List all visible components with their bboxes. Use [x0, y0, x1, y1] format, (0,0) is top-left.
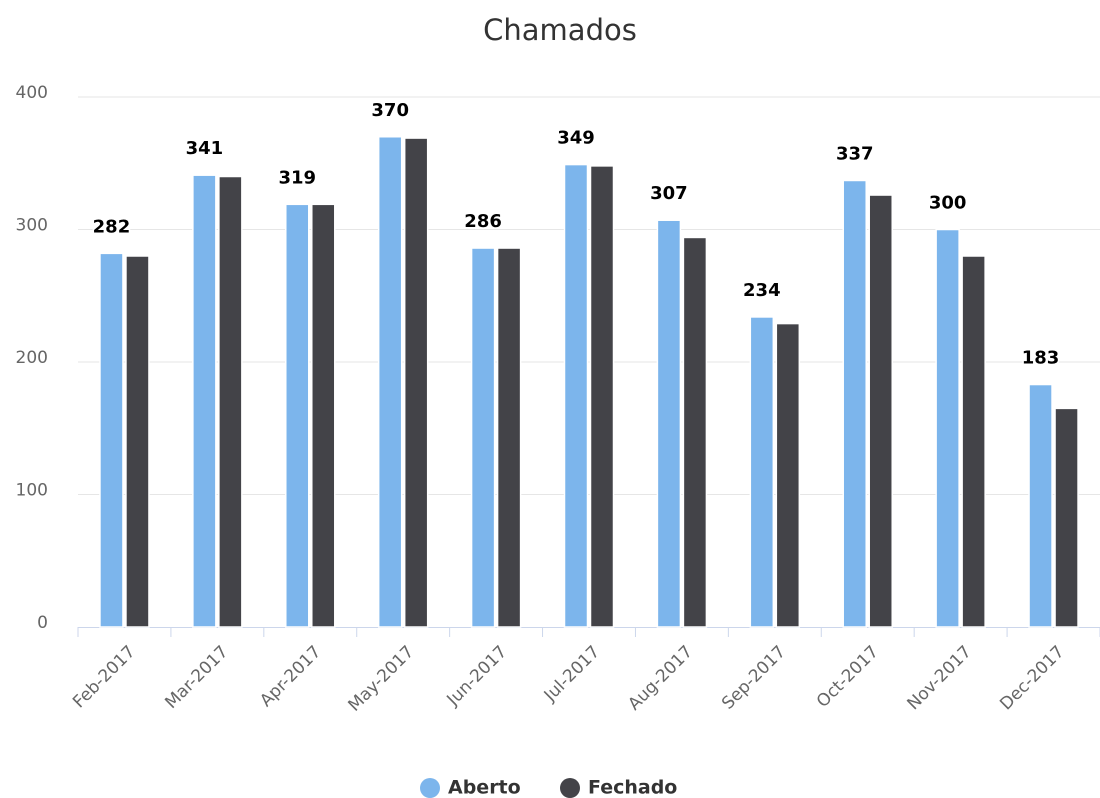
bar [311, 203, 336, 628]
data-label: 300 [929, 193, 967, 214]
bar [470, 247, 496, 628]
bar [125, 255, 150, 628]
y-tick-label: 300 [16, 216, 48, 236]
x-tick-label: Aug-2017 [624, 642, 697, 715]
data-label: 307 [650, 183, 688, 204]
data-label: 282 [93, 216, 131, 237]
x-tick-label: Apr-2017 [256, 642, 325, 711]
x-tick-label: Dec-2017 [996, 642, 1068, 714]
bar [868, 194, 893, 628]
data-label: 341 [186, 138, 224, 159]
data-label: 319 [278, 167, 316, 188]
x-tick-label: Oct-2017 [813, 642, 883, 712]
bar [563, 163, 589, 628]
x-tick-label: Jul-2017 [540, 642, 604, 706]
x-tick-label: May-2017 [345, 642, 419, 716]
bar [935, 228, 960, 628]
data-label: 234 [743, 280, 781, 301]
legend-marker [560, 778, 580, 798]
bar [218, 175, 243, 628]
x-tick-label: Feb-2017 [69, 642, 139, 712]
data-label: 370 [371, 100, 409, 121]
bar [496, 247, 522, 628]
bar [192, 174, 217, 628]
legend-label: Fechado [588, 777, 677, 798]
legend-marker [420, 778, 440, 798]
y-tick-label: 0 [37, 613, 48, 633]
bar [589, 165, 615, 628]
bar [656, 219, 682, 628]
bar [285, 203, 310, 628]
bar [749, 316, 775, 628]
x-tick-label: Nov-2017 [903, 642, 975, 714]
x-tick-label: Jun-2017 [443, 642, 512, 711]
data-label: 286 [464, 211, 502, 232]
bar [775, 322, 801, 628]
bar [377, 136, 403, 628]
y-tick-label: 100 [16, 481, 48, 501]
data-label: 337 [836, 143, 874, 164]
bar [403, 137, 429, 628]
x-tick-label: Mar-2017 [161, 642, 232, 713]
data-label: 349 [557, 128, 595, 149]
chart-title: Chamados [483, 13, 637, 47]
bar [1028, 383, 1053, 628]
y-tick-label: 200 [16, 348, 48, 368]
y-tick-label: 400 [16, 83, 48, 103]
bar [961, 255, 986, 628]
bar [842, 179, 867, 628]
bar [682, 236, 708, 628]
bar [1054, 407, 1079, 628]
legend-label: Aberto [448, 777, 521, 798]
bar [99, 252, 124, 628]
x-tick-label: Sep-2017 [718, 642, 790, 714]
data-label: 183 [1022, 348, 1060, 369]
